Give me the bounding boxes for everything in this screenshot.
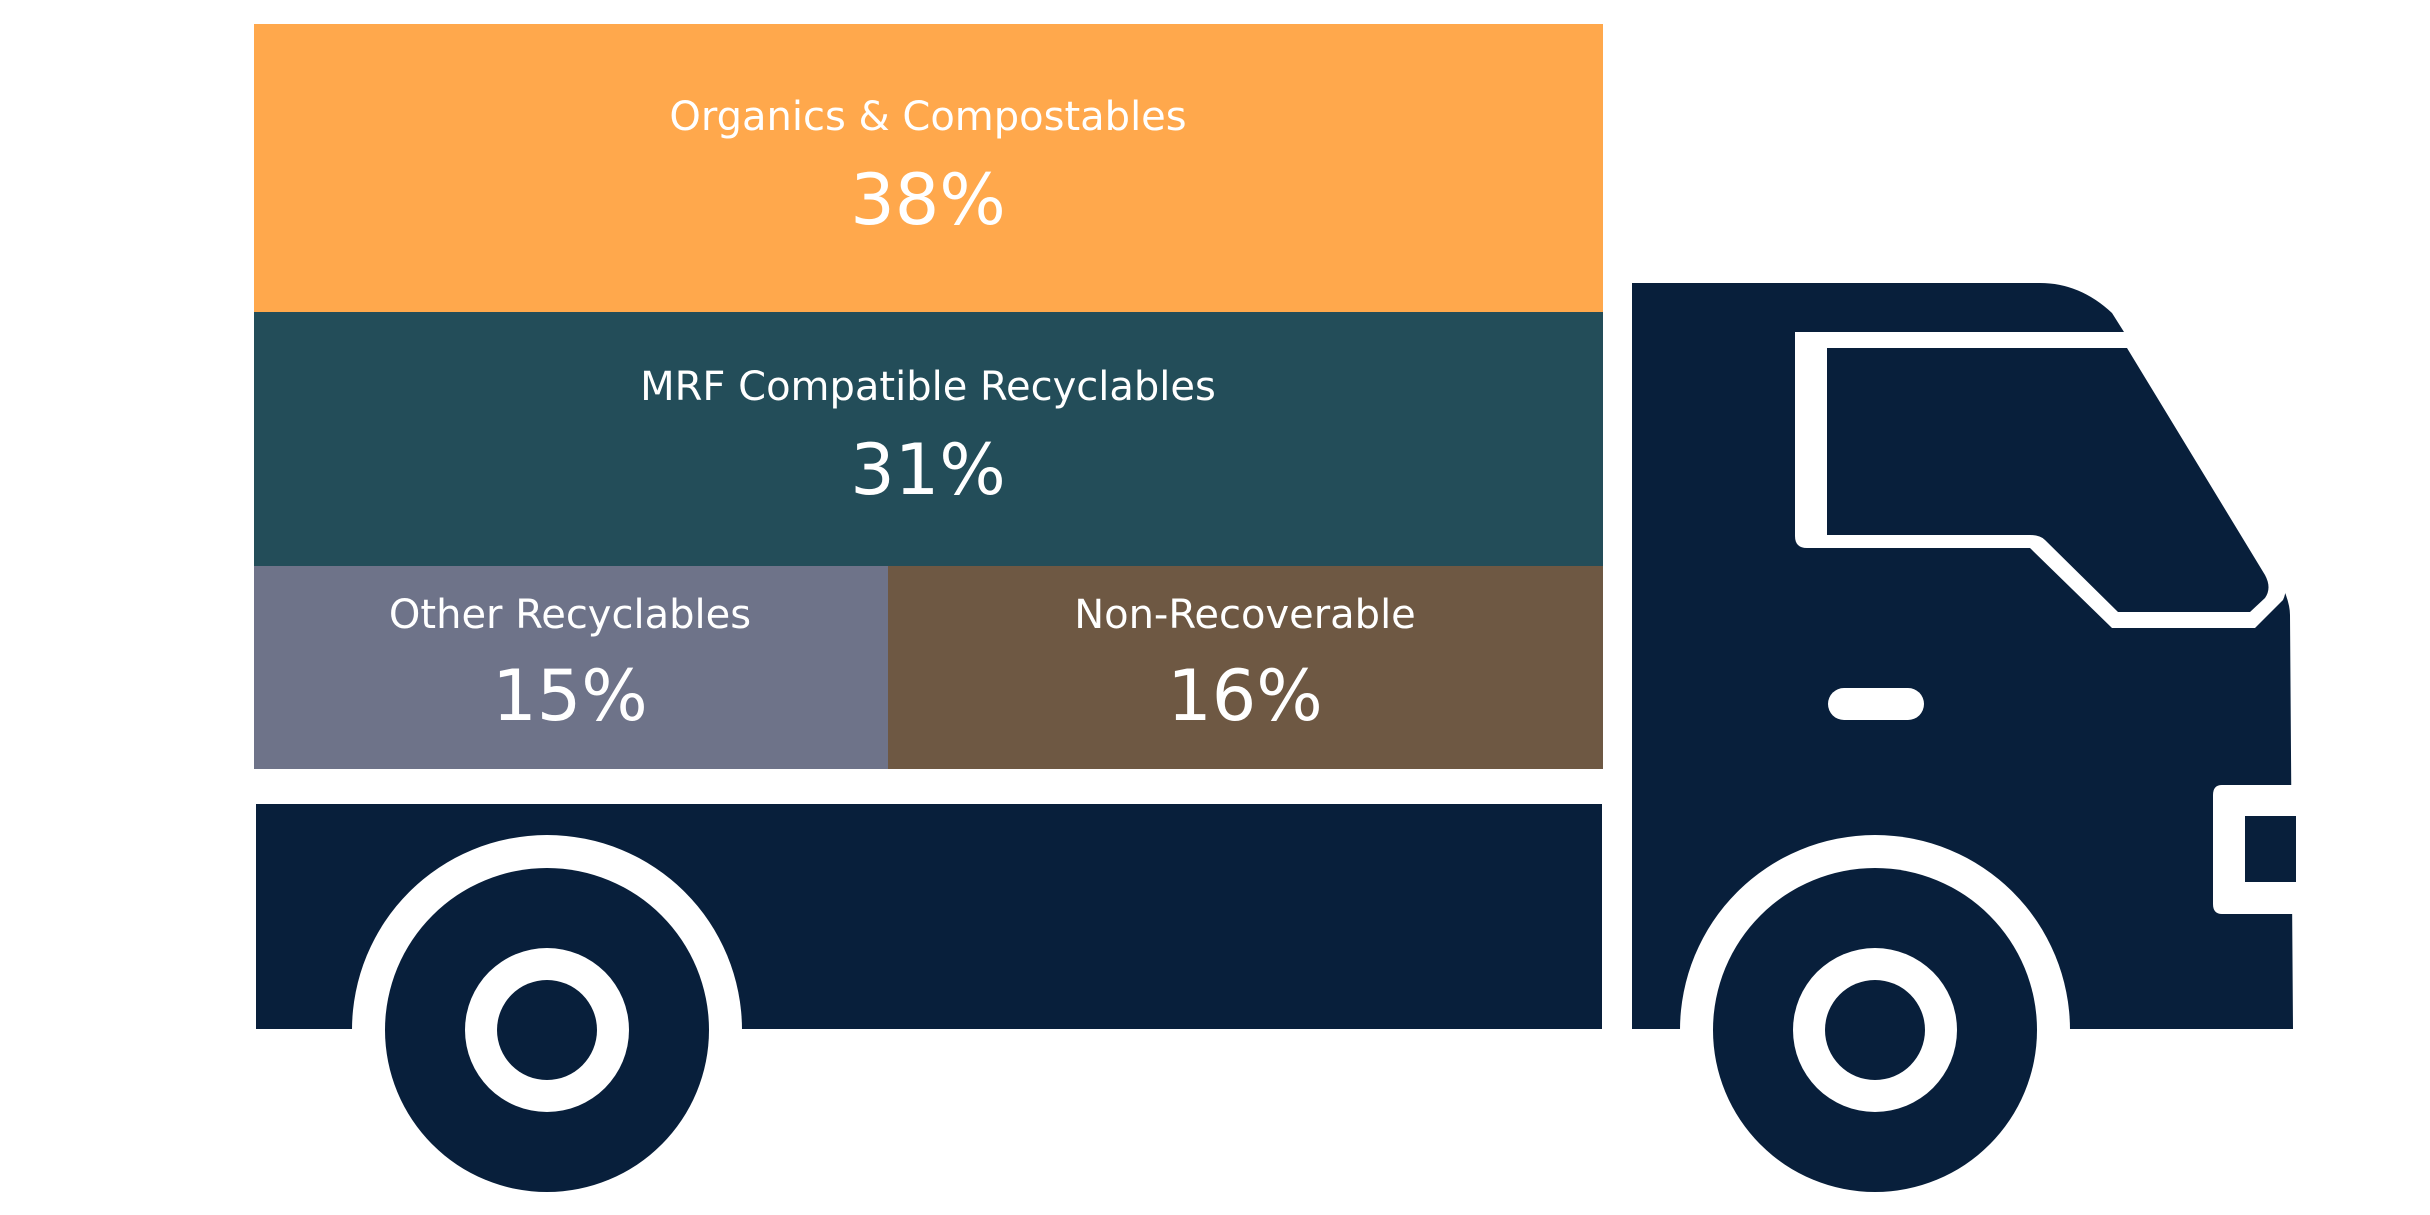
front-bumper-inner bbox=[2245, 816, 2296, 882]
organics-label: Organics & Compostables bbox=[669, 94, 1186, 140]
door-handle bbox=[1828, 688, 1924, 720]
non-recoverable-value: 16% bbox=[1167, 655, 1323, 737]
organics-value: 38% bbox=[850, 159, 1006, 241]
segment-organics bbox=[254, 24, 1603, 312]
cargo-treemap: Organics & Compostables 38% MRF Compatib… bbox=[254, 24, 1603, 769]
mrf-value: 31% bbox=[850, 429, 1006, 511]
cab-window-glass bbox=[1827, 348, 2269, 612]
front-wheel bbox=[1713, 868, 2037, 1192]
other-recyclables-label: Other Recyclables bbox=[389, 592, 751, 638]
segment-mrf bbox=[254, 312, 1603, 566]
rear-wheel bbox=[385, 868, 709, 1192]
segment-other-recyclables bbox=[254, 566, 888, 769]
other-recyclables-value: 15% bbox=[492, 655, 648, 737]
non-recoverable-label: Non-Recoverable bbox=[1074, 592, 1416, 638]
mrf-label: MRF Compatible Recyclables bbox=[640, 364, 1216, 410]
segment-non-recoverable bbox=[888, 566, 1603, 769]
